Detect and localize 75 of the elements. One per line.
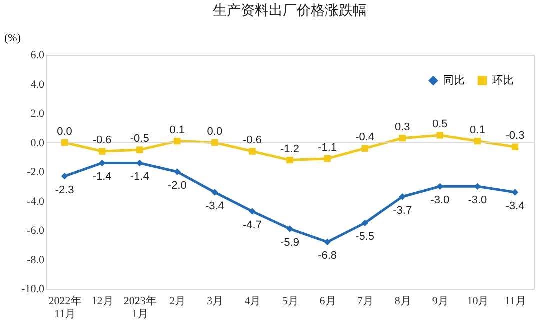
point [474,138,482,145]
data-label: 0.0 [207,126,223,138]
point [286,226,294,232]
x-tick-label: 12月 [92,296,114,308]
y-tick-label: 2.0 [30,108,45,120]
y-tick-label: -8.0 [27,254,45,266]
point [136,146,144,154]
data-label: 0.5 [432,118,448,130]
point [399,135,406,142]
point [98,148,106,155]
data-label: -3.4 [506,200,525,212]
legend-label: 环比 [492,74,514,87]
point [286,156,294,164]
data-label: -3.4 [205,200,224,212]
y-tick-label: -4.0 [27,196,45,208]
x-tick-label: 4月 [244,296,262,308]
data-label: -3.0 [468,194,488,207]
data-label: -0.6 [242,134,262,147]
point [249,148,256,155]
x-tick-label: 5月 [282,296,299,308]
y-tick-label: -10.0 [22,284,45,296]
data-label: -2.3 [55,184,74,196]
data-label: -6.8 [318,250,338,262]
y-tick-label: 4.0 [30,78,45,91]
data-label: -5.9 [280,237,300,250]
x-tick-label: 8月 [394,296,412,308]
data-label: -0.3 [506,130,525,142]
y-tick-label: 0.0 [30,137,45,150]
y-tick-label: -6.0 [27,225,45,237]
point [474,183,482,190]
point [399,194,406,200]
data-label: -5.5 [356,231,375,244]
data-label: -3.7 [393,204,412,217]
y-tick-label: 6.0 [30,50,45,62]
x-tick-label: 6月 [320,296,336,308]
point [174,168,181,176]
y-tick-label: -2.0 [27,166,45,178]
data-label: -1.4 [92,171,112,184]
point [212,139,218,146]
legend-label: 同比 [443,74,465,87]
data-label: -0.6 [92,134,112,147]
point [174,138,181,145]
data-label: -2.0 [168,180,187,192]
data-label: 0.3 [394,121,410,134]
point [512,189,519,196]
x-tick-label: 11月 [504,296,527,308]
point [61,173,68,180]
chart-title: 生产资料出厂价格涨跌幅 [213,2,367,18]
point [362,220,368,227]
y-axis-title: (%) [4,32,22,44]
x-tick-label: 3月 [207,296,224,308]
x-tick-label: 2月 [170,296,186,308]
point [512,144,519,150]
data-label: -3.0 [430,194,450,207]
x-tick-label: 9月 [432,296,449,308]
data-label: -1.1 [318,142,338,154]
x-tick-label: 7月 [357,296,374,308]
point [324,155,331,162]
point [212,189,218,196]
x-tick-label: 2022年 11月 [48,296,82,320]
point [61,139,68,146]
data-label: 0.1 [470,124,486,136]
x-tick-label: 2023年 1月 [124,296,157,320]
point [362,145,368,152]
x-tick-label: 10月 [467,296,490,308]
point [324,238,331,246]
data-label: -1.2 [280,143,300,156]
data-label: -4.7 [242,219,262,232]
data-label: -0.4 [356,132,375,144]
point [249,208,256,215]
data-label: 0.1 [170,124,186,136]
data-label: -1.4 [130,171,150,184]
data-label: 0.0 [57,126,72,138]
data-label: -0.5 [130,133,150,146]
point [436,132,444,139]
